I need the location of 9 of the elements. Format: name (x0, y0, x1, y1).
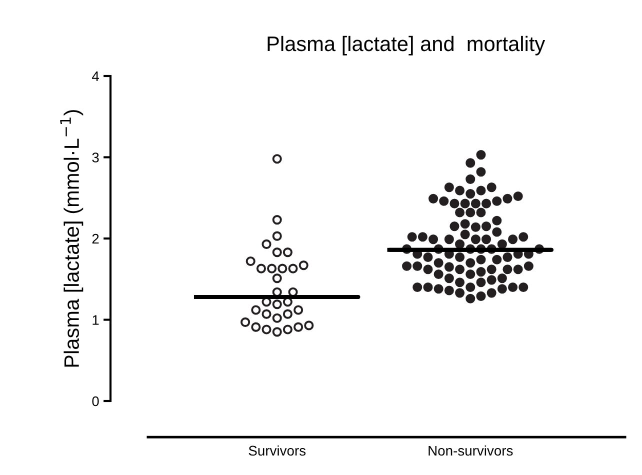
y-tick-label: 2 (92, 234, 99, 244)
x-tick-label: Non-survivors (428, 445, 513, 456)
y-tick-label: 0 (92, 396, 99, 406)
y-axis-title: Plasma [lactate] (mmol·L$^{−1}$) (60, 110, 84, 367)
x-tick-label: Survivors (248, 445, 306, 456)
y-tick-label: 3 (92, 152, 99, 162)
chart-title: Plasma [lactate] and mortality (268, 36, 546, 56)
y-tick-label: 1 (92, 315, 99, 325)
y-tick-label: 4 (92, 71, 99, 82)
